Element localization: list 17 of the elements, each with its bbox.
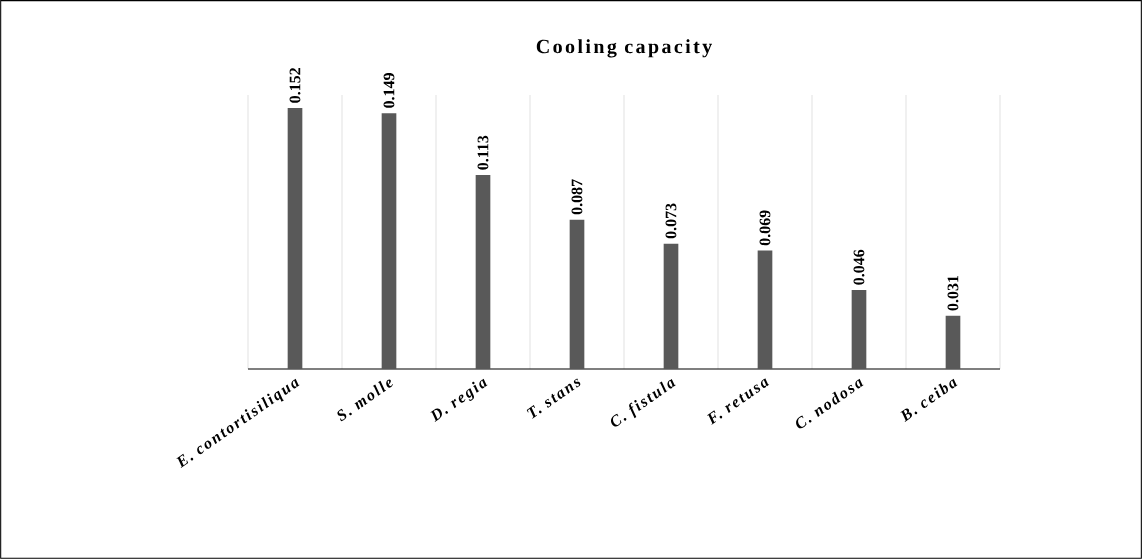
data-label: 0.149 [383,73,395,108]
bar [475,174,491,369]
data-label: 0.031 [947,275,959,311]
data-label: 0.046 [853,249,865,285]
data-label: 0.073 [665,203,677,239]
bar [945,315,961,369]
chart-title: Cooling capacity [536,39,712,58]
data-label: 0.152 [289,68,301,103]
bar [663,243,679,369]
bar [287,108,303,369]
bar [851,290,867,369]
data-label: 0.087 [571,179,583,215]
bar [381,113,397,369]
bar [569,219,585,369]
data-label: 0.113 [477,135,489,170]
bar [757,250,773,369]
data-label: 0.069 [759,210,771,246]
